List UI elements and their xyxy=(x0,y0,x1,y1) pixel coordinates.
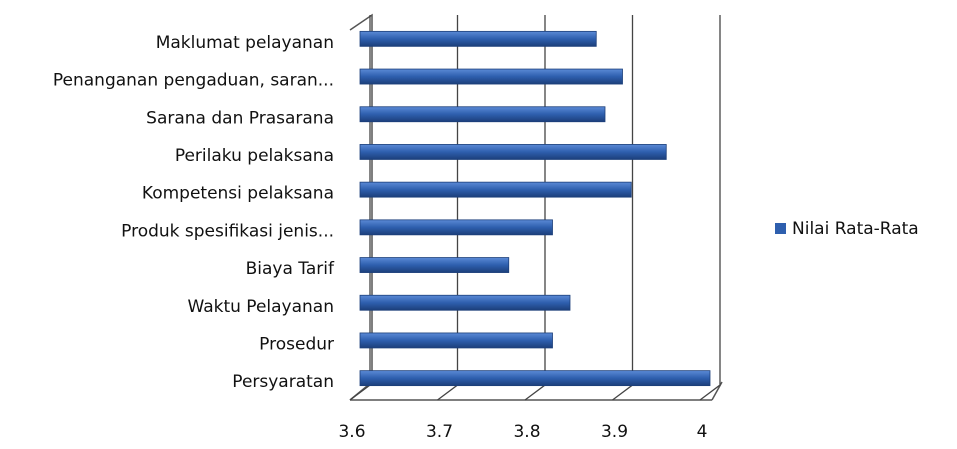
legend-swatch xyxy=(775,223,786,234)
bar xyxy=(359,294,571,311)
bar xyxy=(359,219,553,236)
bar xyxy=(359,106,606,123)
y-tick-label: Maklumat pelayanan xyxy=(156,33,334,53)
bar xyxy=(359,30,597,47)
y-tick-label: Produk spesifikasi jenis... xyxy=(121,221,334,241)
bar xyxy=(359,257,510,273)
y-tick-label: Kompetensi pelaksana xyxy=(142,184,334,204)
y-tick-label: Sarana dan Prasarana xyxy=(146,108,334,128)
y-tick-label: Penanganan pengaduan, saran... xyxy=(53,71,334,91)
bar xyxy=(359,68,623,85)
x-tick-label: 4 xyxy=(697,422,708,442)
bar xyxy=(359,144,667,160)
x-tick-label: 3.7 xyxy=(426,422,453,442)
x-tick-label: 3.9 xyxy=(601,422,628,442)
y-tick-label: Biaya Tarif xyxy=(246,259,335,279)
y-tick-label: Waktu Pelayanan xyxy=(187,297,334,317)
bar xyxy=(359,370,711,387)
x-tick-label: 3.8 xyxy=(513,422,540,442)
y-tick-label: Prosedur xyxy=(259,334,334,354)
bar xyxy=(359,181,632,198)
grid-line xyxy=(699,15,721,401)
y-tick-label: Perilaku pelaksana xyxy=(175,146,334,166)
y-tick-label: Persyaratan xyxy=(232,372,334,392)
legend-label: Nilai Rata-Rata xyxy=(792,219,919,239)
x-tick-label: 3.6 xyxy=(338,422,365,442)
bar xyxy=(359,332,553,349)
